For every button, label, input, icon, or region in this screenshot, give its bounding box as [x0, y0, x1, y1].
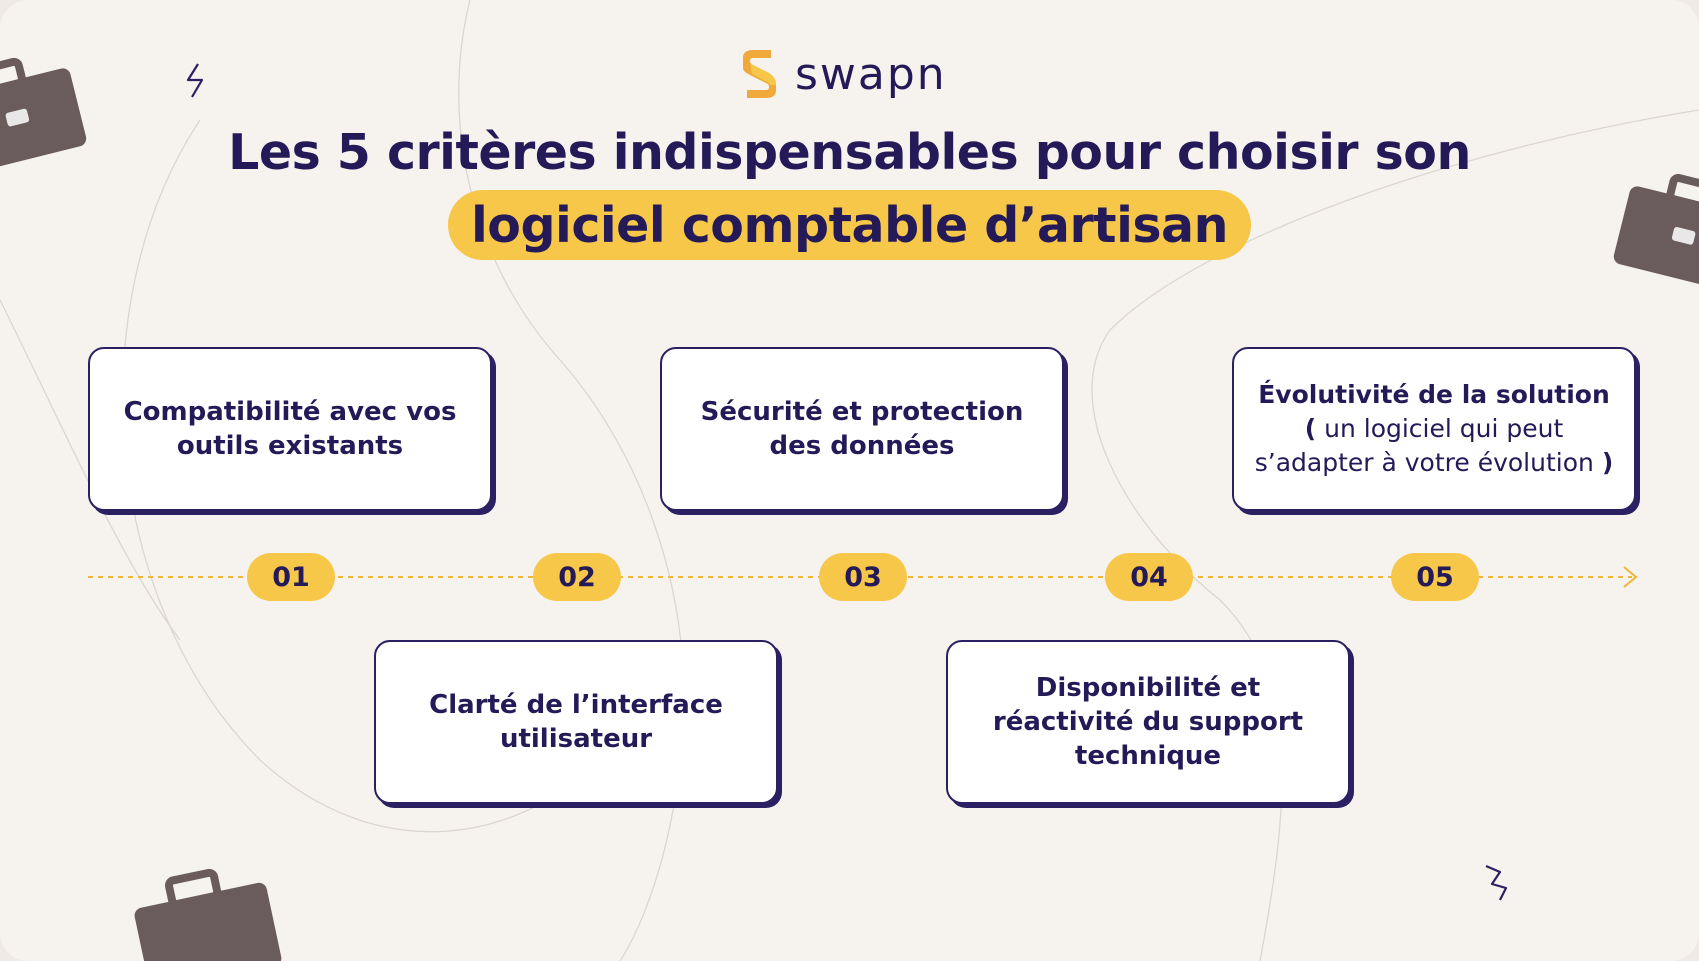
criterion-text-bold: Évolutivité de la solution	[1258, 380, 1610, 409]
criterion-card-3: Sécurité et protection des données	[660, 347, 1064, 511]
step-number-05: 05	[1391, 553, 1479, 601]
step-number-04: 04	[1105, 553, 1193, 601]
criterion-text-regular: un logiciel qui peut s’adapter à votre é…	[1254, 414, 1594, 477]
brand-name: swapn	[795, 48, 947, 100]
criterion-paren-open: (	[1304, 414, 1317, 443]
lightning-icon	[186, 63, 204, 98]
criterion-card-4: Disponibilité et réactivité du support t…	[946, 640, 1350, 804]
page-title: Les 5 critères indispensables pour chois…	[228, 124, 1471, 181]
lightning-icon	[1485, 864, 1508, 901]
criterion-text: Compatibilité avec vos outils existants	[123, 397, 457, 461]
criterion-text: Sécurité et protection des données	[700, 397, 1024, 461]
step-number-01: 01	[247, 553, 335, 601]
criterion-text: Évolutivité de la solution ( un logiciel…	[1252, 378, 1616, 480]
page-title-highlight: logiciel comptable d’artisan	[448, 190, 1251, 260]
swapn-logo-icon	[743, 50, 776, 98]
step-number-02: 02	[533, 553, 621, 601]
criterion-text: Disponibilité et réactivité du support t…	[992, 673, 1304, 771]
briefcase-icon	[1613, 173, 1699, 293]
criterion-card-2: Clarté de l’interface utilisateur	[374, 640, 778, 804]
briefcase-icon	[134, 868, 282, 961]
criterion-card-5: Évolutivité de la solution ( un logiciel…	[1232, 347, 1636, 511]
step-number-03: 03	[819, 553, 907, 601]
arrow-right-icon	[1623, 566, 1638, 588]
criterion-text: Clarté de l’interface utilisateur	[429, 690, 723, 754]
criterion-paren-close: )	[1601, 448, 1614, 477]
criterion-card-1: Compatibilité avec vos outils existants	[88, 347, 492, 511]
swapn-logo: swapn	[737, 44, 947, 104]
